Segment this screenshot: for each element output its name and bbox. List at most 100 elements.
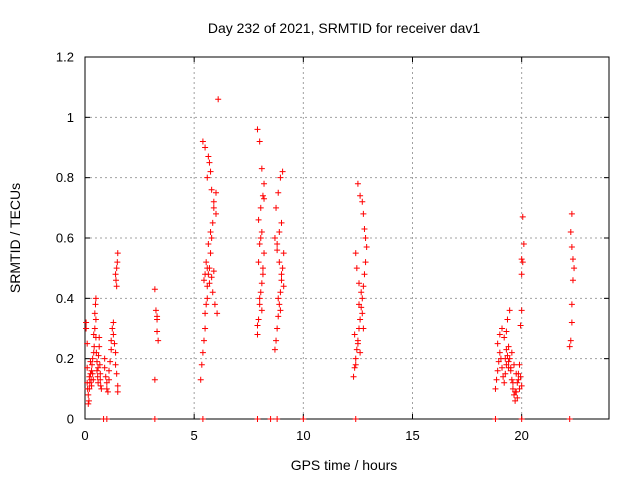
data-point [86, 379, 93, 386]
data-point [503, 346, 510, 353]
data-point [258, 280, 265, 287]
data-point [271, 346, 278, 353]
data-point [84, 340, 91, 347]
data-point [351, 331, 358, 338]
data-point [95, 352, 102, 359]
data-point [362, 235, 369, 241]
data-point [103, 379, 110, 386]
data-point [494, 367, 501, 374]
data-point [511, 361, 518, 368]
y-tick-label: 0.8 [56, 170, 74, 185]
data-point [89, 355, 96, 362]
data-point [207, 168, 214, 175]
data-point [275, 313, 282, 320]
data-point [259, 192, 266, 199]
data-point [202, 271, 209, 278]
data-point [274, 416, 281, 422]
data-point [496, 349, 503, 356]
data-point [353, 346, 360, 353]
data-point [516, 385, 523, 392]
data-point [504, 316, 511, 323]
data-point [499, 364, 506, 371]
data-point [359, 310, 366, 317]
data-point [277, 174, 284, 181]
data-point [518, 382, 525, 389]
data-point [257, 235, 264, 241]
data-point [274, 241, 281, 248]
data-point [202, 325, 209, 332]
data-point [568, 210, 575, 217]
data-point [509, 385, 516, 392]
data-point [204, 295, 211, 302]
y-tick-label: 0 [67, 412, 74, 427]
data-point [110, 319, 117, 326]
data-point [261, 250, 268, 257]
data-point [279, 265, 286, 272]
data-point [505, 358, 512, 365]
data-point [513, 370, 520, 377]
data-point [211, 301, 218, 308]
data-point [275, 295, 282, 302]
data-point [210, 268, 217, 275]
data-point [501, 379, 508, 386]
data-point [86, 373, 93, 380]
data-point [199, 349, 206, 356]
data-point [104, 388, 111, 395]
data-point [209, 219, 216, 226]
data-point [360, 325, 367, 332]
data-point [198, 361, 205, 368]
data-point [354, 180, 361, 187]
data-point [213, 210, 219, 217]
data-point [94, 373, 101, 380]
data-point [91, 310, 98, 317]
data-point [108, 346, 115, 353]
data-point [109, 325, 116, 332]
y-tick-label: 1 [67, 110, 74, 125]
data-point [506, 307, 513, 314]
data-point [254, 322, 261, 329]
data-point [519, 259, 526, 266]
data-point [97, 376, 104, 383]
data-point [88, 367, 95, 374]
data-point [274, 247, 281, 254]
data-point [352, 361, 359, 368]
data-point [512, 388, 519, 395]
data-point [258, 228, 265, 235]
y-tick-label: 0.2 [56, 351, 74, 366]
data-point [255, 216, 262, 223]
data-point [151, 376, 158, 383]
y-tick-label: 0.6 [56, 231, 74, 246]
data-point [108, 337, 115, 344]
grid-lines [85, 57, 609, 419]
data-point [280, 250, 287, 257]
data-point [96, 334, 103, 341]
data-point [362, 259, 369, 266]
data-point [358, 289, 365, 296]
data-point [151, 286, 158, 293]
data-point [507, 367, 514, 374]
data-point [568, 244, 575, 251]
data-point [501, 334, 508, 341]
data-point [97, 370, 104, 377]
data-point [89, 370, 96, 377]
data-point [519, 213, 526, 220]
data-point [254, 416, 261, 422]
data-point [276, 228, 283, 235]
data-point [112, 271, 119, 278]
data-point [495, 358, 502, 365]
data-point [256, 295, 263, 302]
data-point [356, 301, 363, 308]
data-point [492, 385, 499, 392]
data-point [352, 250, 359, 257]
data-point [508, 349, 515, 356]
data-point [512, 397, 519, 404]
data-point [88, 361, 95, 368]
data-point [114, 388, 121, 395]
data-point [502, 355, 509, 362]
data-point [353, 265, 360, 272]
data-point [103, 385, 110, 392]
data-point [571, 265, 578, 272]
data-point [350, 373, 357, 380]
data-point [85, 391, 92, 398]
